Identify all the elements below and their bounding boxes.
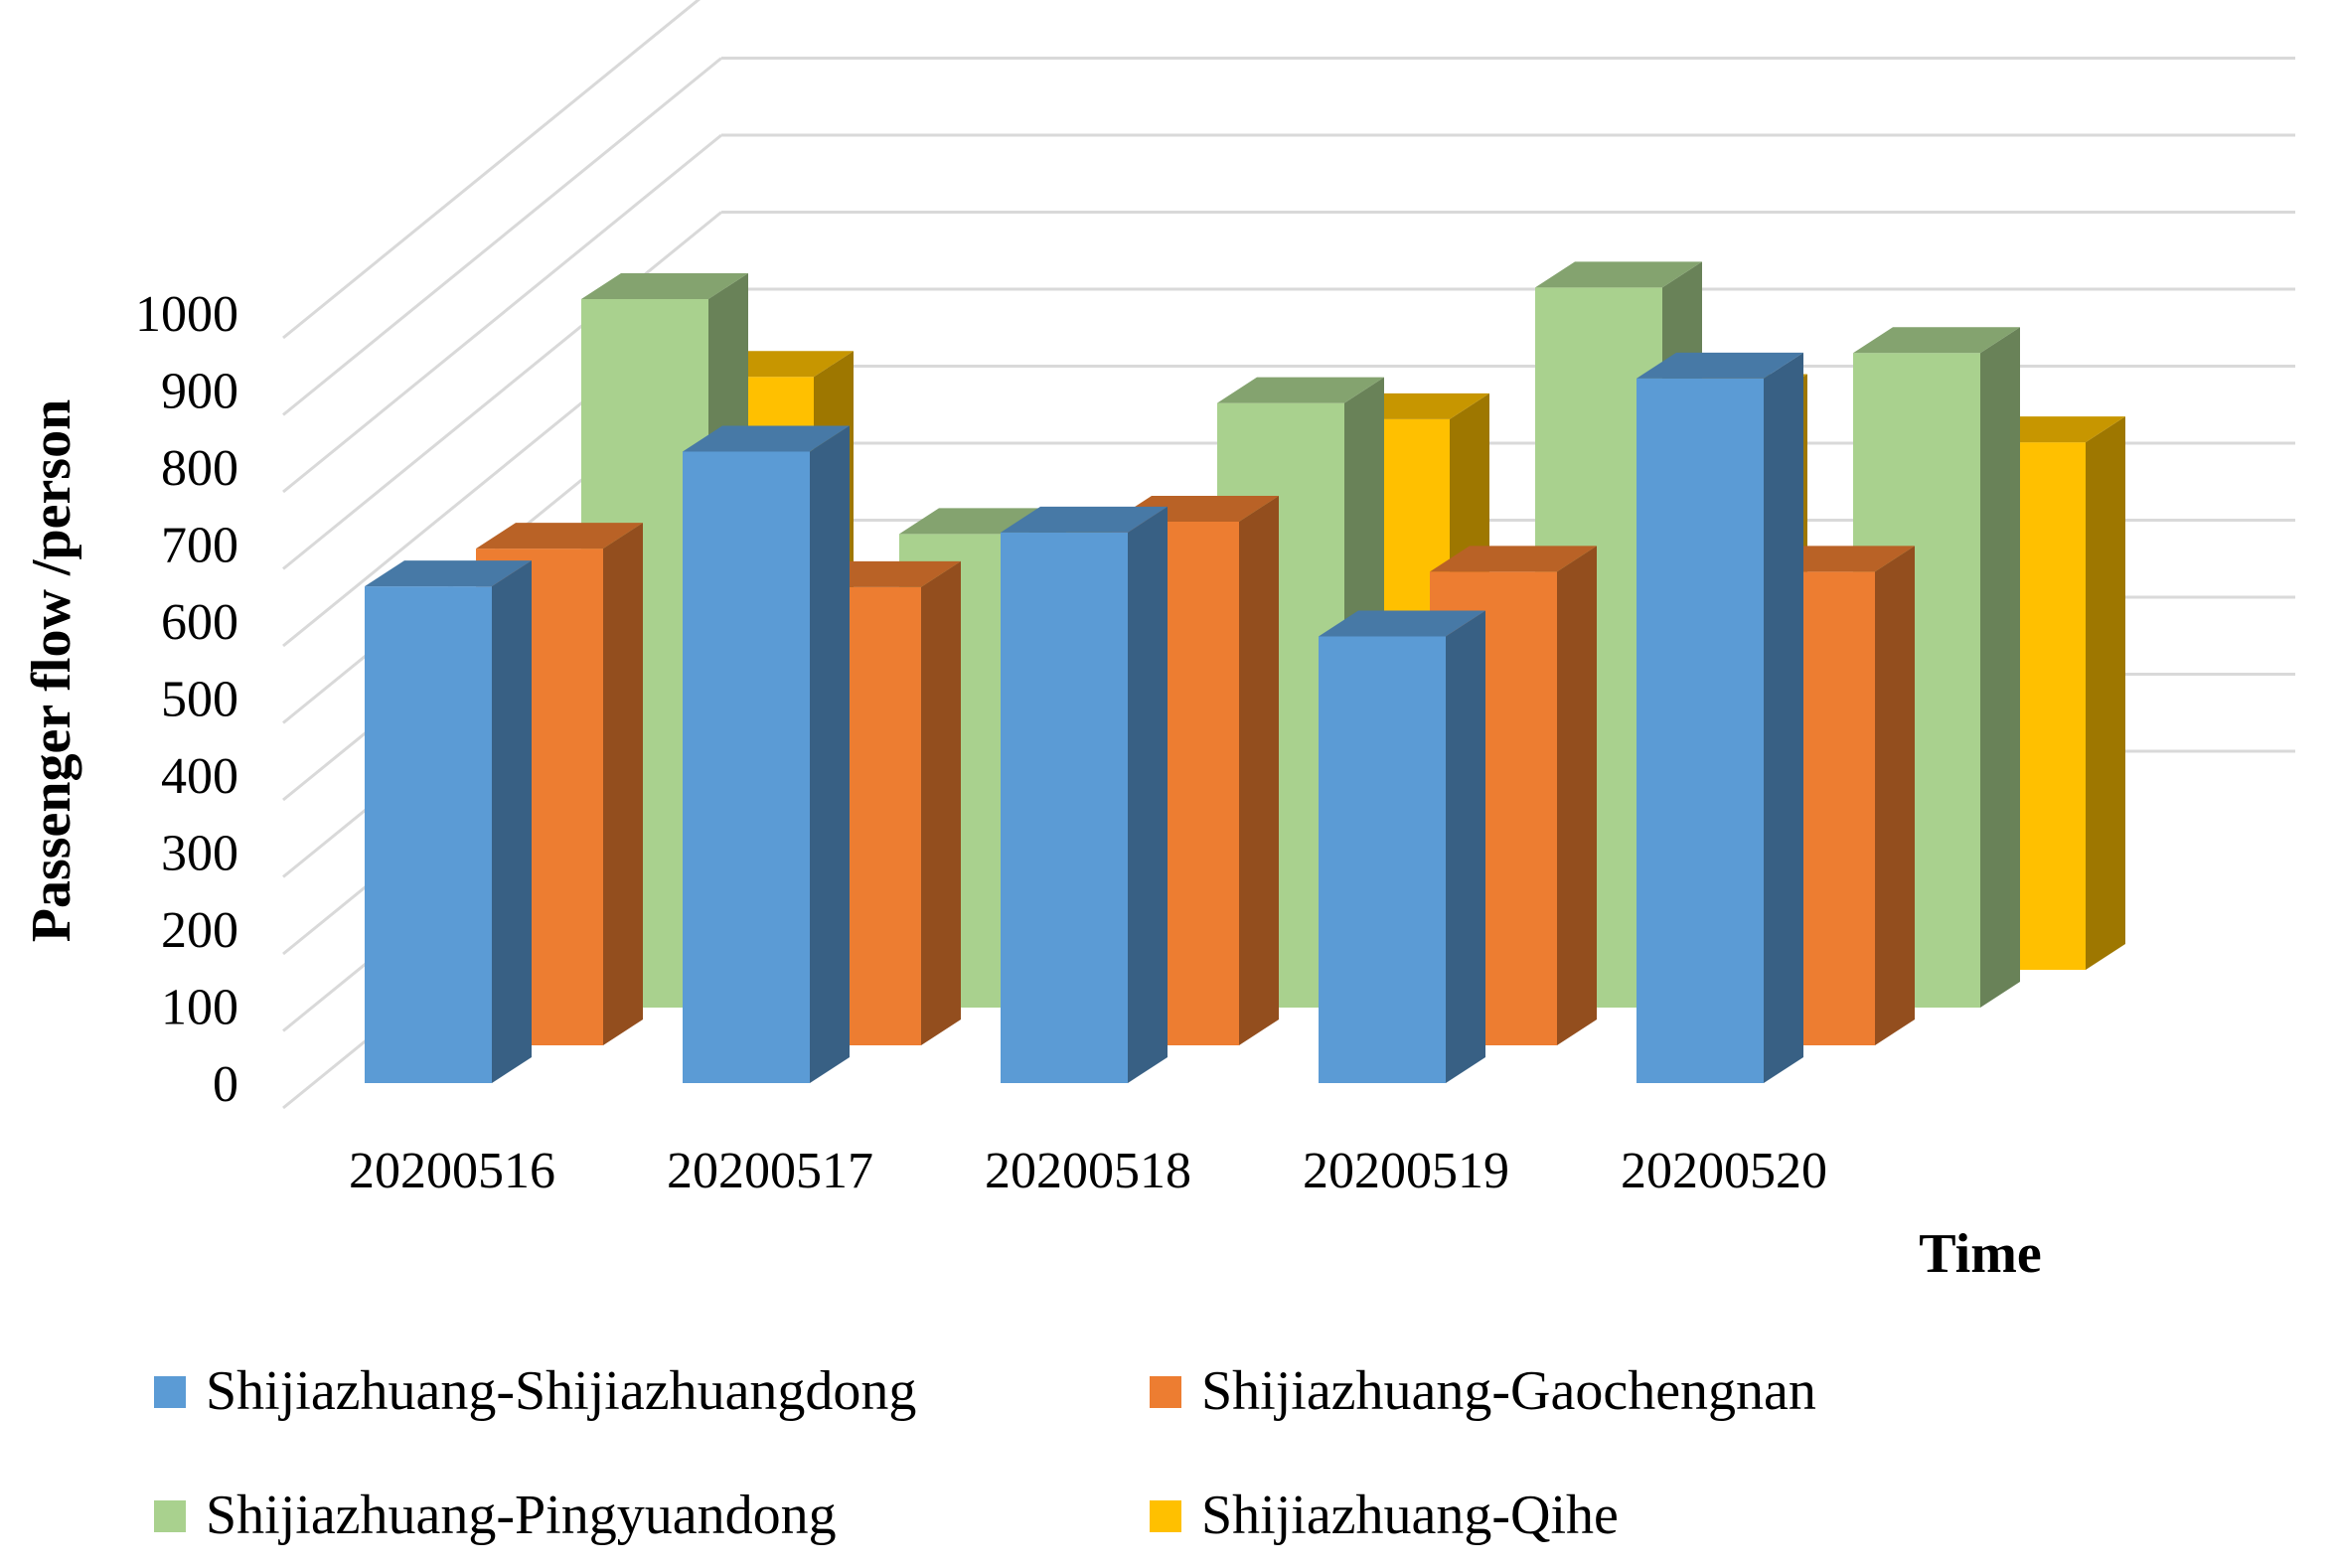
legend: Shijiazhuang-Shijiazhuangdong Shijiazhua… [154,1360,1816,1546]
y-tick-1: 100 [161,980,238,1036]
x-tick-1: 20200517 [667,1143,873,1199]
x-axis-title: Time [1919,1223,2041,1285]
legend-swatch-0 [154,1376,186,1408]
bar-0-4 [1636,352,1803,1083]
legend-label-1: Shijiazhuang-Gaochengnan [1201,1360,1816,1422]
bar-0-3 [1319,610,1485,1083]
gridline-diagonal-8 [282,133,722,494]
gridline-diagonal-7 [282,211,722,570]
legend-label-0: Shijiazhuang-Shijiazhuangdong [206,1360,916,1422]
y-tick-9: 900 [161,364,238,420]
x-tick-4: 20200520 [1621,1143,1827,1199]
bar-0-1 [683,425,850,1083]
y-tick-8: 800 [161,440,238,497]
y-tick-10: 1000 [135,286,238,343]
gridline-diagonal-9 [282,57,722,416]
y-tick-5: 500 [161,672,238,728]
y-tick-3: 300 [161,826,238,882]
x-tick-3: 20200519 [1303,1143,1509,1199]
legend-label-2: Shijiazhuang-Pingyuandong [206,1485,837,1546]
legend-label-3: Shijiazhuang-Qihe [1201,1485,1619,1546]
y-tick-6: 600 [161,594,238,651]
y-tick-labels: 0 100 200 300 400 500 600 700 800 900 1000 [135,286,238,1113]
legend-swatch-2 [154,1500,186,1532]
legend-swatch-3 [1150,1500,1181,1532]
bar-0-2 [1001,506,1168,1083]
y-tick-7: 700 [161,518,238,574]
gridline-diagonal-10 [282,0,701,340]
y-tick-4: 400 [161,748,238,805]
x-tick-0: 20200516 [349,1143,555,1199]
x-tick-2: 20200518 [985,1143,1191,1199]
y-tick-2: 200 [161,902,238,959]
bar-0-0 [365,560,532,1083]
legend-swatch-1 [1150,1376,1181,1408]
bars [365,261,2125,1083]
x-tick-labels: 20200516 20200517 20200518 20200519 20200520 [349,1143,1827,1199]
y-tick-0: 0 [213,1056,238,1113]
y-axis-title: Passenger flow /person [21,399,82,943]
